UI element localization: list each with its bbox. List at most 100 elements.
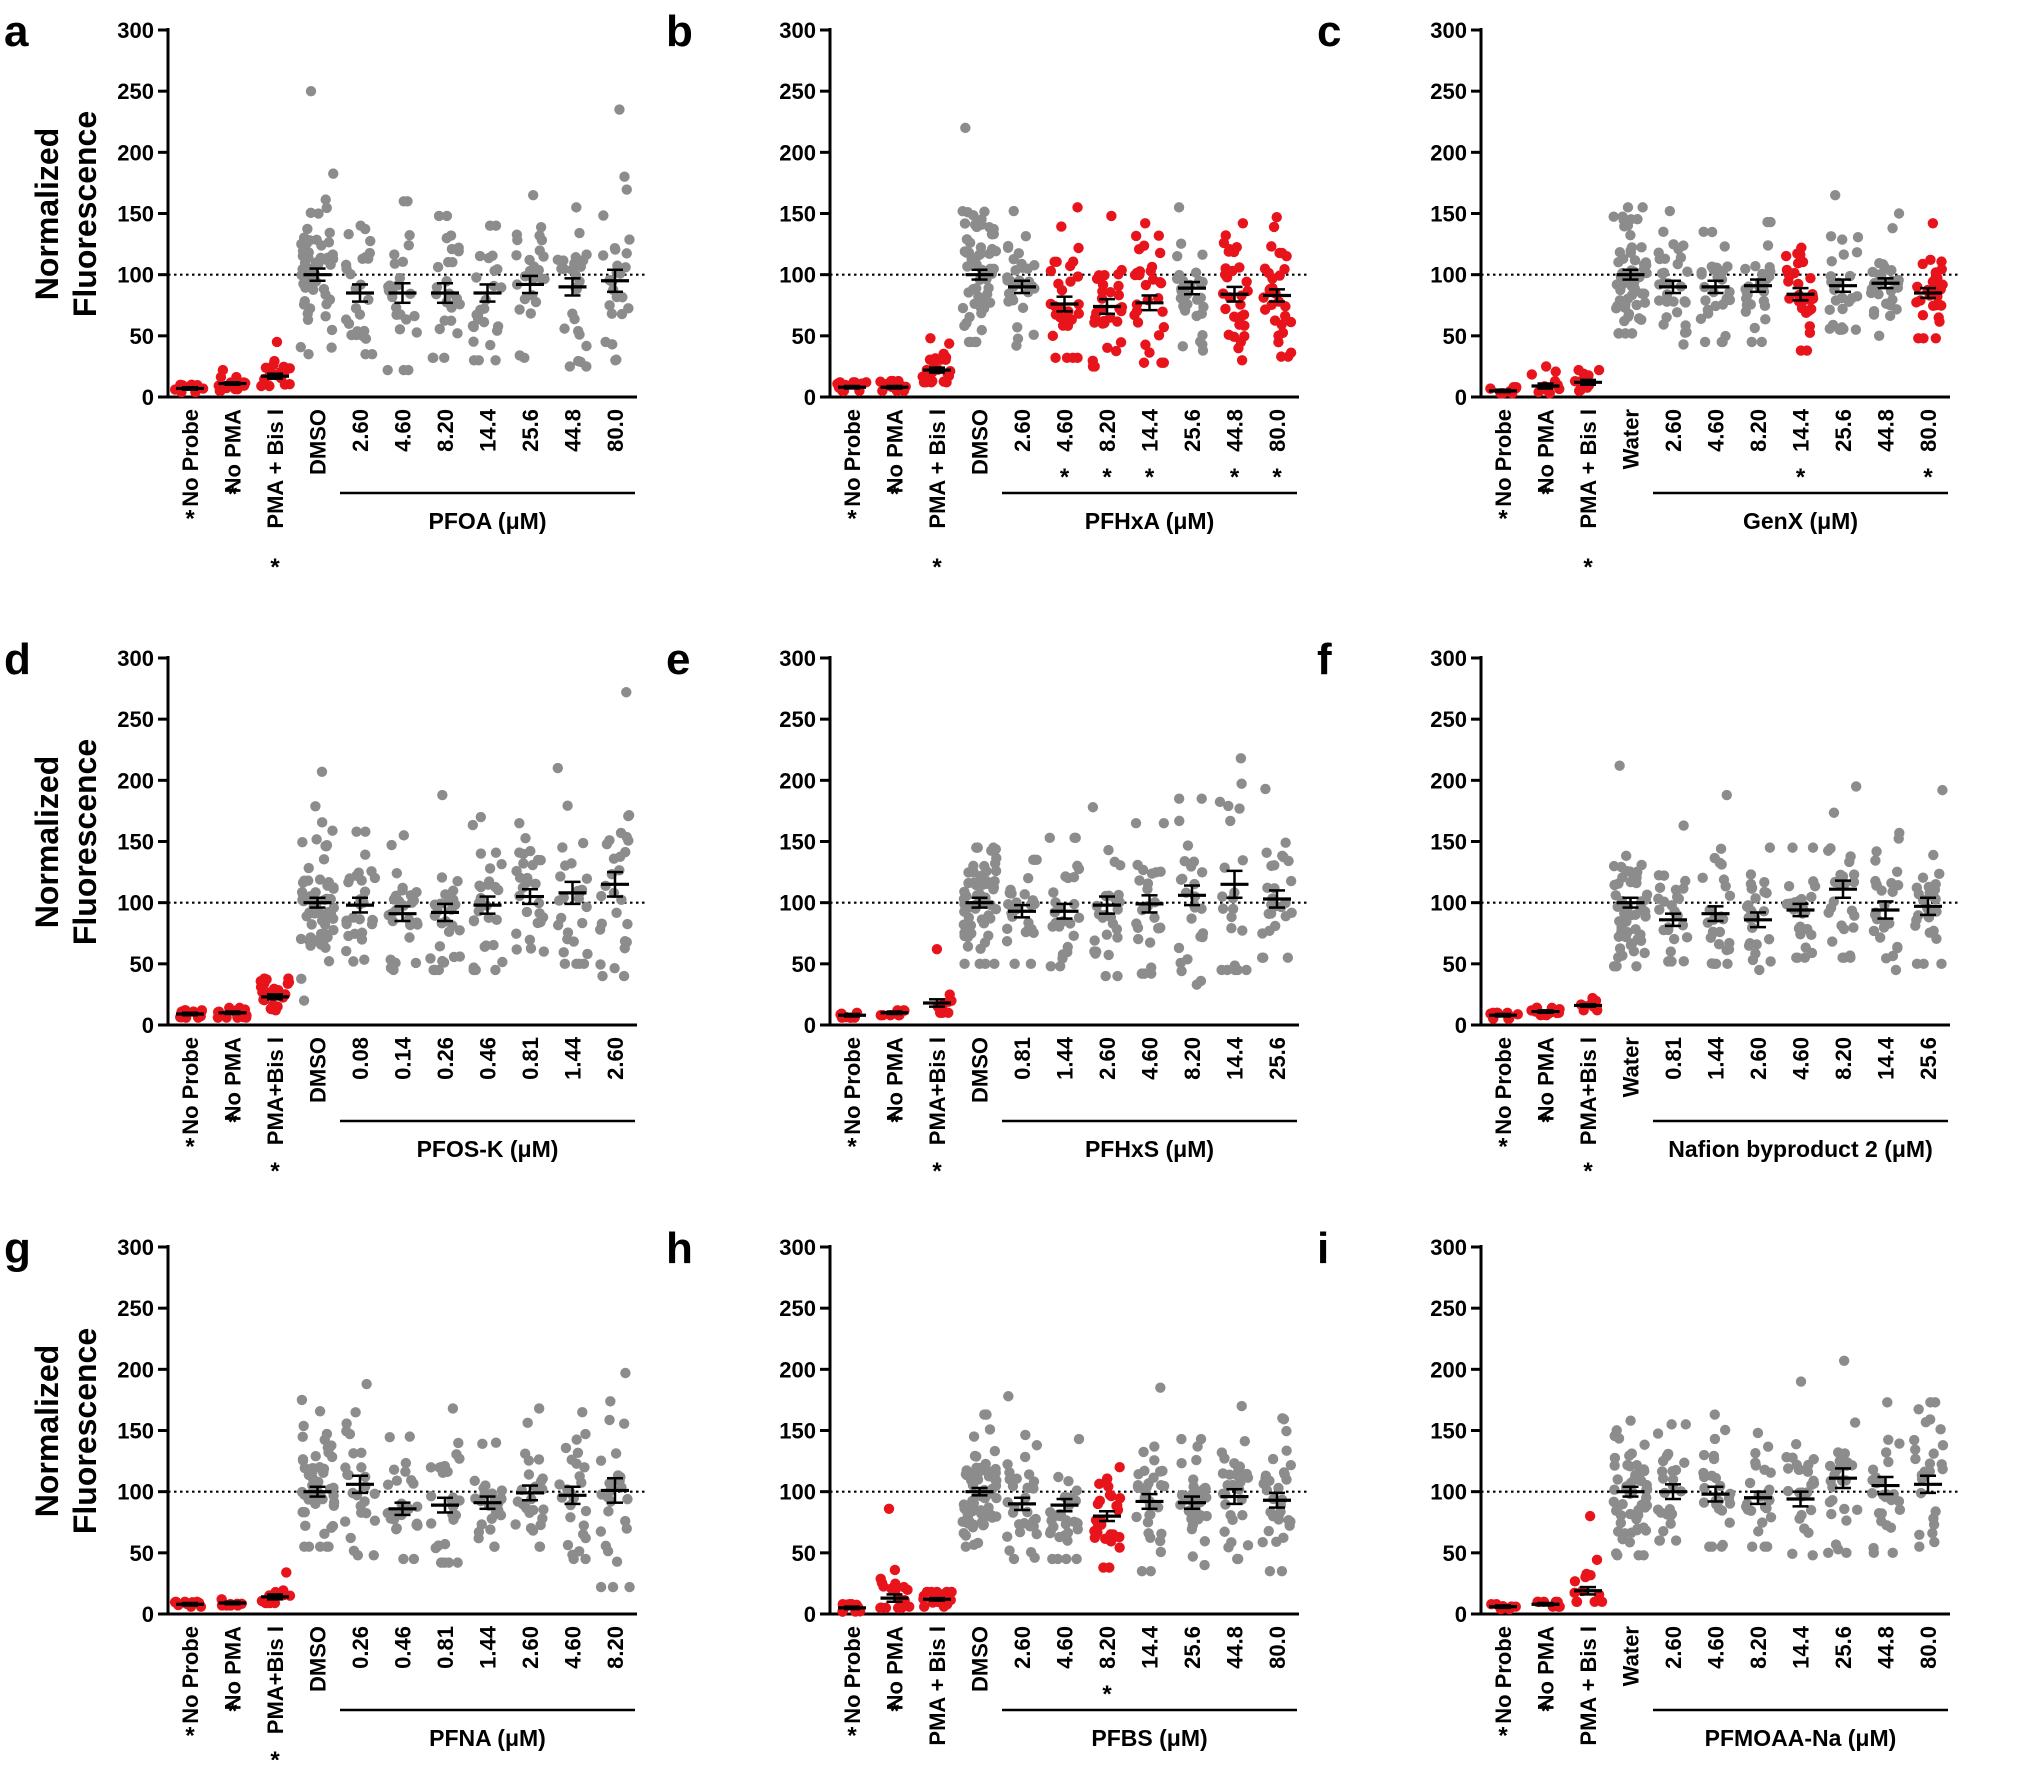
data-point xyxy=(1133,1468,1144,1480)
data-point xyxy=(1146,868,1158,879)
data-point xyxy=(969,298,980,309)
data-point xyxy=(404,1431,415,1442)
data-point xyxy=(1140,279,1152,291)
data-point xyxy=(517,882,529,893)
data-point xyxy=(976,878,987,890)
data-point xyxy=(1750,948,1761,959)
data-point xyxy=(1870,855,1881,866)
data-point xyxy=(1068,898,1080,910)
data-point xyxy=(1764,1484,1775,1495)
data-point xyxy=(297,1506,308,1518)
data-point xyxy=(1054,1510,1065,1522)
data-point xyxy=(1620,850,1632,862)
data-point xyxy=(1619,302,1631,314)
data-point xyxy=(261,974,272,985)
x-label-concentration: 4.60 xyxy=(1053,1626,1078,1669)
data-point xyxy=(1851,291,1863,302)
data-point xyxy=(1612,1526,1624,1537)
significance-star: * xyxy=(185,506,195,533)
data-point xyxy=(1837,1458,1848,1469)
data-point xyxy=(1020,1429,1031,1441)
data-point xyxy=(361,1507,372,1519)
data-point xyxy=(567,1549,578,1561)
data-point xyxy=(567,308,578,319)
x-label-vehicle: Water xyxy=(1619,1037,1644,1098)
data-point xyxy=(391,309,402,321)
data-point xyxy=(1678,339,1689,350)
x-label-concentration: 80.0 xyxy=(1265,1626,1290,1669)
data-point xyxy=(1061,1553,1072,1565)
x-label-concentration: 4.60 xyxy=(1053,409,1078,452)
data-point xyxy=(511,865,522,877)
data-point xyxy=(1668,933,1680,945)
data-point xyxy=(1653,247,1664,258)
data-point xyxy=(1285,1459,1297,1471)
data-point xyxy=(580,1428,591,1440)
x-label-concentration: 2.60 xyxy=(1661,1626,1686,1669)
data-point xyxy=(1047,1553,1058,1565)
data-point xyxy=(320,289,331,300)
data-point xyxy=(1671,307,1683,318)
data-point xyxy=(1192,1441,1203,1452)
data-point xyxy=(343,318,355,329)
data-point xyxy=(1837,952,1848,963)
data-point xyxy=(483,912,495,924)
data-point xyxy=(1759,1541,1770,1552)
panel-letter: i xyxy=(1317,1224,1329,1273)
data-point xyxy=(1094,1517,1105,1529)
data-point xyxy=(1056,285,1068,296)
data-point xyxy=(1049,256,1060,268)
data-point xyxy=(1740,306,1752,317)
data-point xyxy=(1892,942,1903,954)
data-point xyxy=(1933,312,1944,323)
data-point xyxy=(1065,276,1076,287)
data-point xyxy=(982,288,993,300)
data-point xyxy=(311,935,322,947)
x-label-concentration: 44.8 xyxy=(1223,409,1248,452)
data-point xyxy=(1678,240,1689,251)
data-point xyxy=(1624,1450,1635,1461)
data-point xyxy=(1826,256,1837,267)
x-label-vehicle: DMSO xyxy=(968,1037,993,1103)
significance-star: * xyxy=(847,506,857,533)
data-point xyxy=(1886,877,1897,889)
data-point xyxy=(892,1602,904,1614)
data-point xyxy=(1138,240,1150,251)
data-point xyxy=(1097,318,1108,329)
data-point xyxy=(1740,263,1751,275)
data-point xyxy=(1013,1519,1025,1530)
x-label-vehicle: DMSO xyxy=(968,1626,993,1692)
data-point xyxy=(1795,1376,1807,1387)
data-point xyxy=(1614,295,1626,306)
data-point xyxy=(1929,884,1941,895)
data-point xyxy=(1053,304,1065,316)
data-point xyxy=(600,336,611,348)
y-tick-label: 250 xyxy=(117,707,154,732)
data-point xyxy=(976,1516,988,1528)
data-point xyxy=(1672,258,1683,270)
data-point xyxy=(1092,1498,1104,1510)
data-point xyxy=(296,973,307,985)
data-point xyxy=(573,355,584,367)
data-point xyxy=(1622,1459,1633,1471)
data-point xyxy=(1848,876,1860,888)
data-point xyxy=(215,371,227,383)
data-point xyxy=(1661,289,1673,300)
data-point xyxy=(1744,938,1756,949)
x-label-control: PMA + Bis I xyxy=(263,409,288,529)
data-point xyxy=(447,257,458,268)
data-point xyxy=(1697,872,1708,884)
group-points xyxy=(1087,210,1128,372)
data-point xyxy=(1894,1438,1905,1449)
data-point xyxy=(577,917,588,929)
data-point xyxy=(527,189,539,201)
data-point xyxy=(1191,1454,1202,1466)
data-point xyxy=(1629,283,1640,294)
data-point xyxy=(1615,1517,1627,1529)
data-point xyxy=(1709,852,1720,864)
data-point xyxy=(491,914,502,926)
data-point xyxy=(580,1553,591,1565)
y-tick-label: 300 xyxy=(117,18,154,43)
data-point xyxy=(1028,329,1039,340)
